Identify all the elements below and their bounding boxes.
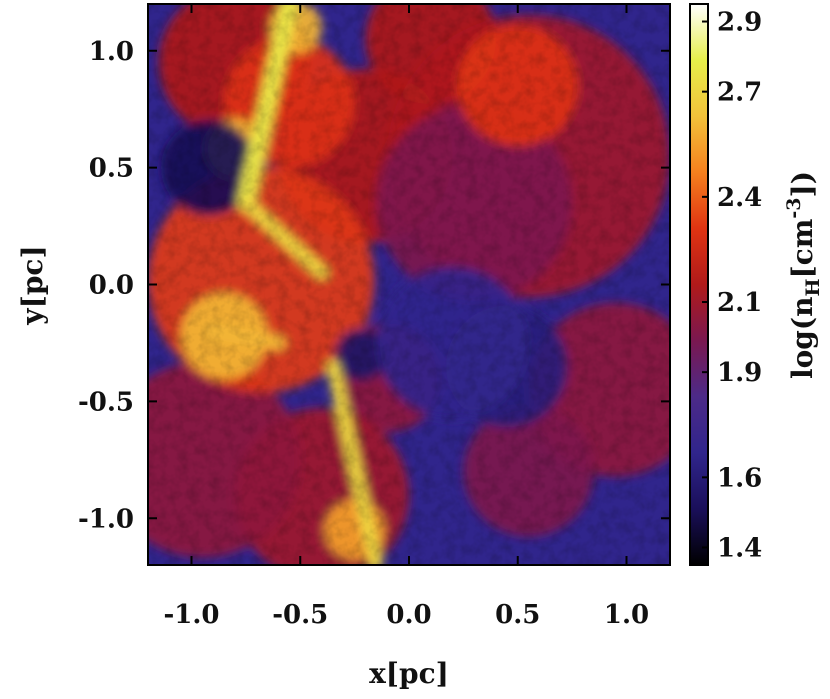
x-tick-label: -1.0 bbox=[163, 600, 219, 630]
x-tick-label: 1.0 bbox=[604, 600, 649, 630]
x-tick-label: 0.5 bbox=[495, 600, 540, 630]
plot-area: -1.0 -0.5 0.0 0.5 1.0 1.0 0.5 0.0 -0.5 -1.0 bbox=[78, 3, 671, 630]
x-tick-label: 0.0 bbox=[386, 600, 431, 630]
x-axis-title: x[pc] bbox=[369, 657, 449, 690]
colorbar-tick-label: 2.7 bbox=[717, 78, 762, 108]
colorbar-fill bbox=[690, 4, 708, 565]
y-axis-title: y[pc] bbox=[16, 245, 49, 325]
colorbar-frame bbox=[689, 3, 709, 566]
y-tick-label: 0.0 bbox=[89, 271, 134, 301]
y-tick-label: -0.5 bbox=[78, 387, 134, 417]
density-texture bbox=[148, 4, 670, 565]
y-tick-label: -1.0 bbox=[78, 504, 134, 534]
colorbar-tick-label: 2.9 bbox=[717, 8, 762, 38]
x-axis-ticks: -1.0 -0.5 0.0 0.5 1.0 bbox=[163, 4, 649, 630]
colorbar-tick-label: 1.9 bbox=[717, 358, 762, 388]
colorbar-tick-label: 2.4 bbox=[717, 183, 762, 213]
colorbar: 2.9 2.7 2.4 2.1 1.9 1.6 1.4 log(nH[cm-3]) bbox=[689, 3, 824, 566]
colorbar-tick-label: 2.1 bbox=[717, 288, 762, 318]
colorbar-ticks: 2.9 2.7 2.4 2.1 1.9 1.6 1.4 bbox=[702, 8, 762, 563]
y-tick-label: 0.5 bbox=[89, 154, 134, 184]
colorbar-tick-label: 1.6 bbox=[717, 463, 762, 493]
colorbar-title: log(nH[cm-3]) bbox=[783, 171, 824, 379]
colorbar-tick-label: 1.4 bbox=[717, 533, 762, 563]
x-tick-label: -0.5 bbox=[272, 600, 328, 630]
y-axis-ticks: 1.0 0.5 0.0 -0.5 -1.0 bbox=[78, 37, 670, 534]
y-tick-label: 1.0 bbox=[89, 37, 134, 67]
